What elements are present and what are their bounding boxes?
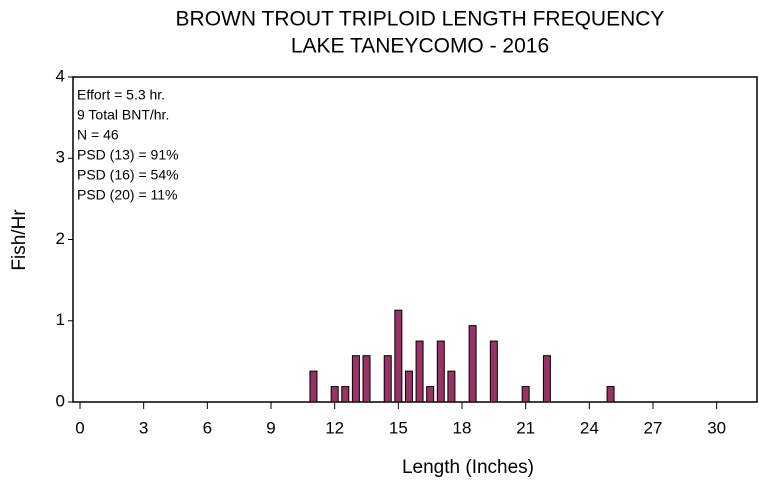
- bar: [383, 355, 392, 403]
- y-tick-label: 2: [56, 229, 65, 248]
- annotation: 9 Total BNT/hr.: [77, 107, 169, 123]
- bar: [447, 370, 456, 403]
- x-tick-label: 6: [203, 418, 212, 437]
- x-tick-label: 9: [266, 418, 275, 437]
- bar: [542, 355, 551, 403]
- bar: [468, 325, 477, 403]
- x-tick-label: 3: [139, 418, 148, 437]
- x-tick-label: 12: [325, 418, 344, 437]
- x-tick-label: 24: [580, 418, 599, 437]
- annotation: N = 46: [77, 127, 119, 143]
- bar: [362, 355, 371, 403]
- plot-frame: [72, 76, 758, 403]
- bar: [351, 355, 360, 403]
- x-tick-label: 18: [453, 418, 472, 437]
- chart-title: BROWN TROUT TRIPLOID LENGTH FREQUENCY: [176, 8, 665, 31]
- annotation: PSD (16) = 54%: [77, 167, 179, 183]
- annotation: PSD (20) = 11%: [77, 187, 178, 203]
- bar: [521, 386, 530, 403]
- annotation: Effort = 5.3 hr.: [77, 87, 165, 103]
- x-tick-label: 21: [516, 418, 535, 437]
- y-tick-label: 1: [56, 310, 65, 329]
- x-tick-label: 0: [75, 418, 84, 437]
- bar: [394, 309, 403, 403]
- bar: [436, 340, 445, 403]
- y-tick-label: 4: [56, 66, 65, 85]
- bar: [309, 370, 318, 403]
- y-tick-label: 3: [56, 148, 65, 167]
- chart-subtitle: LAKE TANEYCOMO - 2016: [291, 35, 549, 58]
- bar: [341, 386, 350, 403]
- y-axis-label: Fish/Hr: [9, 209, 30, 271]
- bar: [426, 386, 435, 403]
- x-tick-label: 15: [389, 418, 408, 437]
- annotation: PSD (13) = 91%: [77, 147, 179, 163]
- x-tick-label: 30: [707, 418, 726, 437]
- x-axis-label: Length (Inches): [402, 457, 534, 478]
- x-tick-label: 27: [644, 418, 663, 437]
- bar: [330, 386, 339, 403]
- bar: [415, 340, 424, 403]
- bar: [404, 370, 413, 403]
- bar: [489, 340, 498, 403]
- bar: [606, 386, 615, 403]
- y-tick-label: 0: [56, 391, 65, 410]
